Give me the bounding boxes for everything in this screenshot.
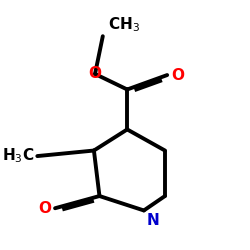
Text: O: O [39, 201, 52, 216]
Text: CH$_3$: CH$_3$ [108, 15, 140, 34]
Text: H$_3$C: H$_3$C [2, 147, 35, 166]
Text: N: N [146, 213, 159, 228]
Text: O: O [171, 68, 184, 82]
Text: O: O [88, 66, 101, 82]
